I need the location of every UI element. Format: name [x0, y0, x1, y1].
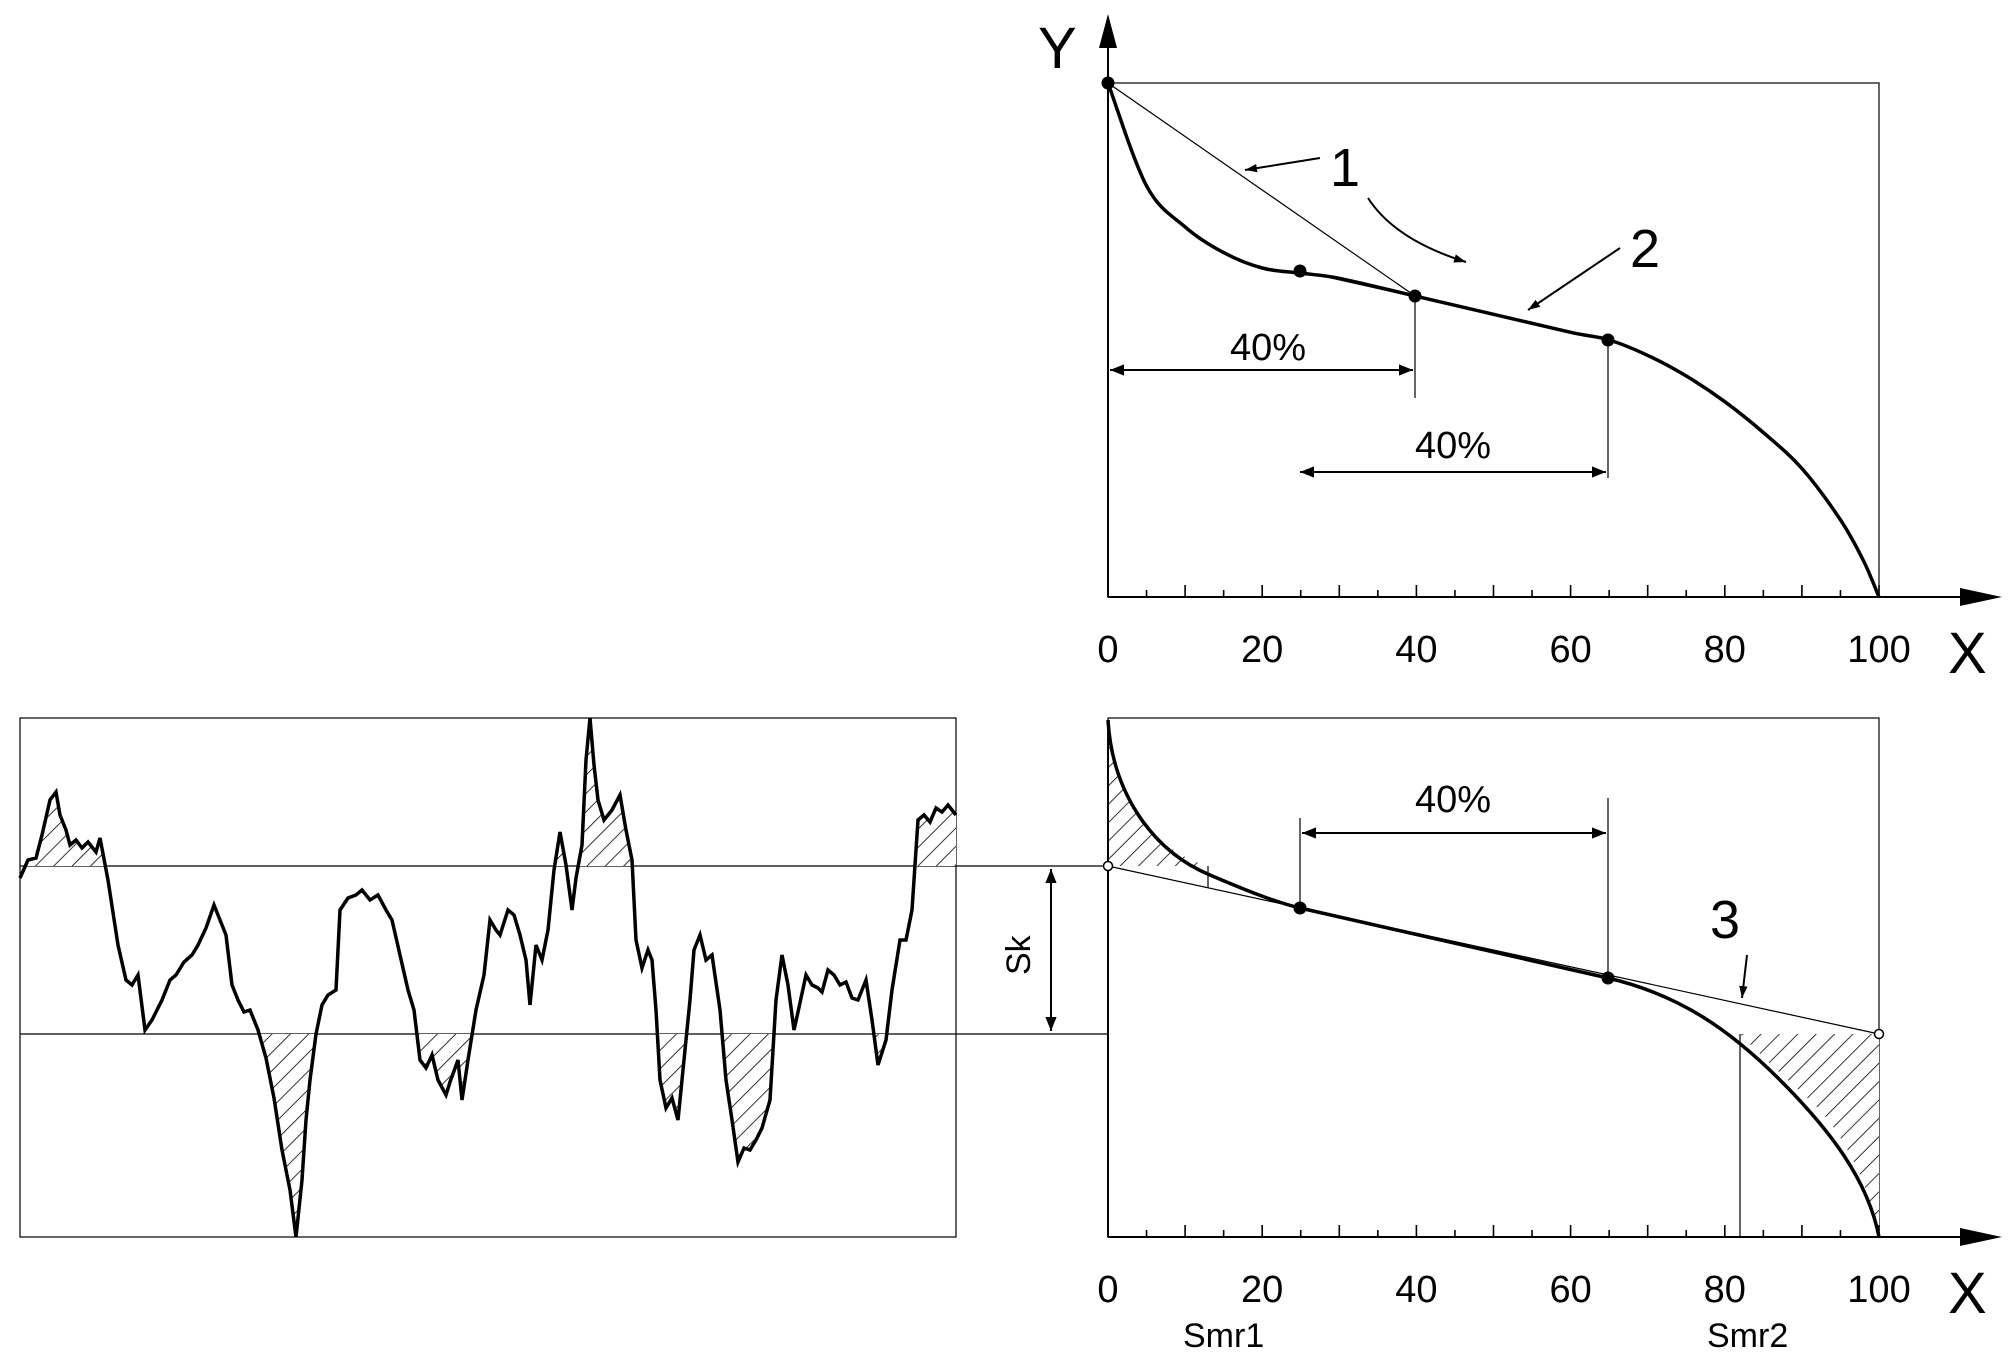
bottom-x-axis-arrow: [1960, 1228, 2002, 1246]
bottom-open-point-left: [1102, 860, 1114, 872]
bottom-x-tick-label: 80: [1704, 1269, 1746, 1311]
bottom-dim-label: 40%: [1415, 779, 1491, 821]
bottom-x-ticks: [1107, 1225, 1880, 1237]
top-point-0: [1101, 76, 1115, 90]
profile-hatched-region: [259, 1034, 316, 1237]
callout-2: 2: [1630, 219, 1660, 279]
bottom-x-tick-labels: 0 20 40 60 80 100: [1097, 1269, 1910, 1311]
bottom-x-tick-label: 100: [1847, 1269, 1910, 1311]
top-point-65: [1601, 333, 1615, 347]
callout-3-leader: [1739, 954, 1748, 999]
bottom-open-point-right: [1873, 1028, 1885, 1040]
bottom-x-axis-title: X: [1948, 1261, 1987, 1326]
bottom-plot: 0 20 40 60 80 100 X 40% 3 Smr1 Smr2: [1097, 717, 2002, 1353]
top-x-tick-label: 20: [1241, 629, 1283, 671]
bottom-x-tick-label: 0: [1097, 1269, 1118, 1311]
smr1-label: Smr1: [1183, 1317, 1264, 1353]
top-bearing-curve: [1106, 82, 1881, 598]
callout-3: 3: [1710, 890, 1740, 950]
top-x-tick-label: 60: [1549, 629, 1591, 671]
equivalent-straight-line: [1107, 865, 1880, 1035]
top-dim-label-2: 40%: [1415, 425, 1491, 467]
bottom-point-25: [1293, 901, 1307, 915]
secant-line-2: [1299, 270, 1609, 341]
bottom-x-tick-label: 20: [1241, 1269, 1283, 1311]
callout-1: 1: [1330, 138, 1360, 198]
surface-profile-line: [18, 717, 958, 1238]
bottom-plot-frame: [1107, 717, 1880, 1238]
profile-plot: Sk: [18, 717, 1108, 1238]
top-plot-frame: [1107, 82, 1880, 598]
callout-1-leader: [1244, 157, 1321, 173]
top-x-axis-title: X: [1948, 621, 1987, 686]
top-y-axis-arrow: [1099, 14, 1117, 48]
profile-hatched-region: [416, 1034, 473, 1100]
callout-1-curved-arrow: [1367, 197, 1467, 263]
profile-hatched-region: [914, 805, 956, 866]
bottom-hatched-peak-area: [1108, 720, 1208, 866]
top-dim-label-1: 40%: [1230, 327, 1306, 369]
top-x-tick-label: 100: [1847, 629, 1910, 671]
secant-line-1: [1107, 82, 1416, 297]
bottom-point-65: [1601, 971, 1615, 985]
smr2-label: Smr2: [1707, 1317, 1788, 1353]
top-x-axis-arrow: [1960, 588, 2002, 606]
bottom-bearing-curve: [1106, 719, 1881, 1238]
top-point-25: [1293, 264, 1307, 278]
bottom-x-tick-label: 40: [1395, 1269, 1437, 1311]
callout-2-leader: [1527, 247, 1621, 311]
top-x-tick-label: 40: [1395, 629, 1437, 671]
profile-hatched-regions: [25, 718, 956, 1237]
bottom-hatched-valley-area: [1740, 1034, 1879, 1237]
sk-label: Sk: [1000, 934, 1038, 975]
bottom-x-tick-label: 60: [1549, 1269, 1591, 1311]
top-x-tick-label: 0: [1097, 629, 1118, 671]
top-point-40: [1408, 289, 1422, 303]
top-x-ticks: [1107, 585, 1880, 597]
profile-frame: [19, 717, 957, 1238]
top-y-axis-title: Y: [1038, 16, 1077, 81]
top-x-tick-label: 80: [1704, 629, 1746, 671]
top-x-tick-labels: 0 20 40 60 80 100: [1097, 629, 1910, 671]
top-plot: Y X 0 20 40 60 80 100 40% 40% 1 2: [1038, 14, 2002, 686]
